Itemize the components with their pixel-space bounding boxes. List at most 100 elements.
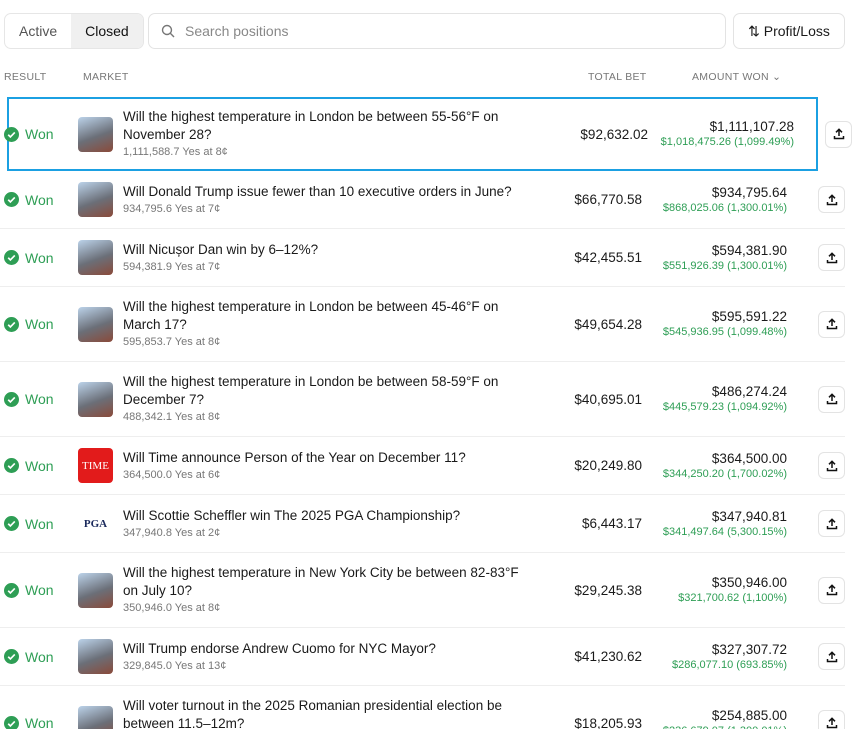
amount-won-cell: $594,381.90 $551,926.39 (1,300.01%) bbox=[663, 242, 787, 274]
market-info: Will the highest temperature in London b… bbox=[123, 373, 533, 425]
position-row[interactable]: Won PGA Will Scottie Scheffler win The 202… bbox=[0, 495, 845, 553]
share-icon bbox=[826, 393, 837, 405]
check-icon bbox=[4, 192, 19, 207]
market-title[interactable]: Will the highest temperature in London b… bbox=[123, 374, 499, 407]
profit: $545,936.95 (1,099.48%) bbox=[662, 326, 787, 338]
position-detail: 594,381.9 Yes at 7¢ bbox=[123, 260, 221, 273]
profit: $321,700.62 (1,100%) bbox=[678, 592, 787, 604]
market-title[interactable]: Will Trump endorse Andrew Cuomo for NYC … bbox=[123, 640, 436, 656]
market-title[interactable]: Will Nicușor Dan win by 6–12%? bbox=[123, 241, 319, 257]
result-label: Won bbox=[25, 126, 54, 142]
tab[interactable]: Active bbox=[19, 23, 58, 39]
market-info: Will Scottie Scheffler win The 2025 PGA … bbox=[123, 507, 533, 541]
share-icon bbox=[826, 318, 837, 330]
market-title[interactable]: Will Time announce Person of the Year on… bbox=[123, 449, 466, 465]
share-button[interactable] bbox=[818, 452, 845, 479]
position-row[interactable]: Won Will Donald Trump issue fewer than 10… bbox=[0, 171, 845, 229]
position-detail: 329,845.0 Yes at 13¢ bbox=[123, 659, 227, 672]
market-icon bbox=[78, 381, 113, 417]
share-button[interactable] bbox=[825, 120, 852, 148]
share-button[interactable] bbox=[818, 385, 845, 413]
market-title[interactable]: Will the highest temperature in London b… bbox=[123, 299, 499, 332]
market-info: Will Trump endorse Andrew Cuomo for NYC … bbox=[123, 640, 533, 674]
market-icon bbox=[78, 705, 113, 729]
search-box[interactable]: Search positions bbox=[148, 13, 726, 49]
check-icon bbox=[4, 516, 19, 531]
position-detail: 934,795.6 Yes at 7¢ bbox=[123, 202, 221, 215]
result: Won bbox=[4, 582, 54, 598]
share-button[interactable] bbox=[818, 510, 845, 537]
share-button[interactable] bbox=[818, 576, 845, 604]
position-row[interactable]: Won TIME Will Time announce Person of the … bbox=[0, 437, 845, 495]
header-result: RESULT bbox=[4, 71, 47, 83]
profit: $286,077.10 (693.85%) bbox=[672, 658, 787, 671]
share-button[interactable] bbox=[818, 310, 845, 338]
search-placeholder: Search positions bbox=[185, 23, 289, 39]
amount-won: $595,591.22 bbox=[711, 309, 787, 324]
share-icon bbox=[826, 459, 837, 471]
share-button[interactable] bbox=[818, 186, 845, 213]
sort-button[interactable]: ⇅ Profit/Loss bbox=[733, 13, 845, 49]
check-icon bbox=[4, 649, 19, 664]
total-bet: $6,443.17 bbox=[581, 516, 642, 531]
market-icon bbox=[78, 306, 113, 342]
amount-won: $594,381.90 bbox=[711, 242, 787, 258]
share-button[interactable] bbox=[818, 244, 845, 271]
check-icon bbox=[4, 391, 19, 407]
check-icon bbox=[4, 715, 19, 729]
check-icon bbox=[4, 458, 19, 473]
amount-won: $364,500.00 bbox=[711, 450, 787, 466]
market-title[interactable]: Will the highest temperature in New York… bbox=[123, 565, 519, 598]
header-total-bet: TOTAL BET bbox=[588, 71, 647, 83]
total-bet: $40,695.01 bbox=[574, 391, 642, 407]
check-icon bbox=[4, 582, 19, 598]
result-label: Won bbox=[25, 715, 54, 729]
result: Won bbox=[4, 126, 54, 142]
market-info: Will Time announce Person of the Year on… bbox=[123, 449, 533, 483]
amount-won: $1,111,107.28 bbox=[709, 119, 794, 134]
share-icon bbox=[826, 251, 837, 263]
position-row[interactable]: Won Will the highest temperature in Londo… bbox=[0, 362, 845, 437]
search-icon bbox=[161, 24, 175, 38]
market-title[interactable]: Will voter turnout in the 2025 Romanian … bbox=[123, 698, 502, 729]
market-title[interactable]: Will Scottie Scheffler win The 2025 PGA … bbox=[123, 507, 461, 523]
share-button[interactable] bbox=[818, 643, 845, 670]
market-title[interactable]: Will Donald Trump issue fewer than 10 ex… bbox=[123, 183, 512, 199]
tab[interactable]: Closed bbox=[71, 14, 143, 48]
amount-won-cell: $254,885.00$236,679.07 (1,300.01%) bbox=[663, 707, 787, 729]
amount-won-cell: $327,307.72 $286,077.10 (693.85%) bbox=[672, 641, 787, 673]
header-market: MARKET bbox=[83, 71, 129, 83]
result-label: Won bbox=[25, 249, 54, 266]
market-icon: TIME bbox=[78, 448, 113, 483]
market-info: Will Donald Trump issue fewer than 10 ex… bbox=[123, 183, 533, 217]
market-title[interactable]: Will the highest temperature in London b… bbox=[123, 109, 499, 142]
toolbar: Active Closed Search positions ⇅ Profit/… bbox=[0, 13, 860, 49]
share-button[interactable] bbox=[818, 709, 845, 729]
share-icon bbox=[826, 717, 837, 729]
position-row[interactable]: Won Will the highest temperature in Londo… bbox=[0, 287, 845, 362]
market-icon bbox=[78, 240, 113, 275]
share-icon bbox=[826, 584, 837, 596]
position-row[interactable]: Won Will voter turnout in the 2025 Romani… bbox=[0, 686, 845, 729]
total-bet: $49,654.28 bbox=[574, 316, 642, 332]
share-icon bbox=[826, 517, 837, 529]
position-row[interactable]: Won Will the highest temperature in New Y… bbox=[0, 553, 845, 628]
result: Won bbox=[4, 715, 54, 729]
amount-won-cell: $347,940.81 $341,497.64 (5,300.15%) bbox=[663, 508, 787, 540]
total-bet: $42,455.51 bbox=[574, 250, 642, 265]
position-detail: 488,342.1 Yes at 8¢ bbox=[123, 411, 221, 423]
position-row[interactable]: Won Will Nicușor Dan win by 6–12%? 594,381… bbox=[0, 229, 845, 287]
sort-label: Profit/Loss bbox=[763, 23, 830, 39]
profit: $1,018,475.26 (1,099.49%) bbox=[660, 136, 794, 148]
header-amount-won[interactable]: AMOUNT WON ⌄ bbox=[692, 71, 782, 83]
share-icon bbox=[833, 128, 844, 140]
result: Won bbox=[4, 649, 54, 665]
total-bet: $92,632.02 bbox=[580, 126, 648, 142]
position-row[interactable]: Won Will the highest temperature in Londo… bbox=[4, 97, 852, 171]
share-icon bbox=[826, 650, 837, 662]
market-info: Will voter turnout in the 2025 Romanian … bbox=[123, 697, 533, 729]
position-row[interactable]: Won Will Trump endorse Andrew Cuomo for N… bbox=[0, 628, 845, 686]
amount-won-cell: $364,500.00 $344,250.20 (1,700.02%) bbox=[663, 450, 787, 482]
check-icon bbox=[4, 126, 19, 142]
